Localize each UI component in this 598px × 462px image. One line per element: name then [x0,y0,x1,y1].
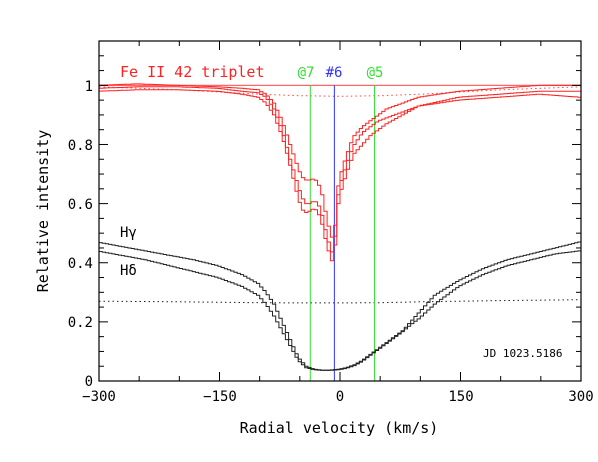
m5-label: @5 [367,65,384,81]
velocity-markers [309,85,376,381]
y-tick-labels: 0 0.2 0.4 0.6 0.8 1 [68,79,93,390]
x-tick-label: −300 [82,389,116,405]
x-tick-label: −150 [203,389,237,405]
h-series-line [98,241,581,371]
y-tick-label: 0.2 [68,315,93,331]
x-tick-labels: −300 −150 0 150 300 [82,389,594,405]
h-gamma-label: Hγ [120,225,137,241]
m7-label: @7 [298,65,315,81]
y-axis-label: Relative intensity [34,130,52,293]
fe-series-line [98,83,581,238]
axis-ticks [98,41,582,382]
h-delta-label: Hδ [120,263,137,279]
x-tick-label: 0 [336,389,344,405]
x-axis-label: Radial velocity (km/s) [240,419,439,437]
y-tick-label: 1 [85,79,93,95]
x-tick-label: 150 [448,389,473,405]
x-tick-label: 300 [568,389,593,405]
plot-frame [98,40,582,382]
y-tick-label: 0.4 [68,256,93,272]
fe-series-line [98,86,581,253]
y-tick-label: 0.6 [68,197,93,213]
y-tick-label: 0 [85,374,93,390]
h-fit-curve [98,299,582,304]
fe-fit-curve [98,86,582,97]
fe-series-line [98,89,581,262]
h-series-line [98,250,581,371]
jd-label: JD 1023.5186 [483,347,562,360]
fe-triplet-label: Fe II 42 triplet [120,63,265,81]
m6-label: #6 [326,65,343,81]
y-tick-label: 0.8 [68,138,93,154]
data-series [98,83,581,371]
